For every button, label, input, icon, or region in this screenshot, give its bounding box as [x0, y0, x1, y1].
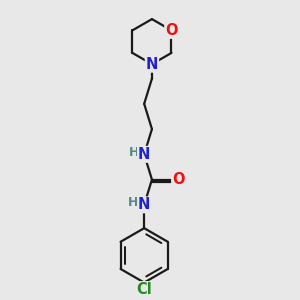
Text: N: N	[138, 197, 150, 212]
Text: H: H	[129, 146, 140, 158]
Text: O: O	[165, 23, 178, 38]
Text: N: N	[138, 147, 150, 162]
Text: H: H	[128, 196, 139, 209]
Text: N: N	[146, 57, 158, 72]
Text: O: O	[172, 172, 184, 187]
Text: Cl: Cl	[136, 282, 152, 297]
